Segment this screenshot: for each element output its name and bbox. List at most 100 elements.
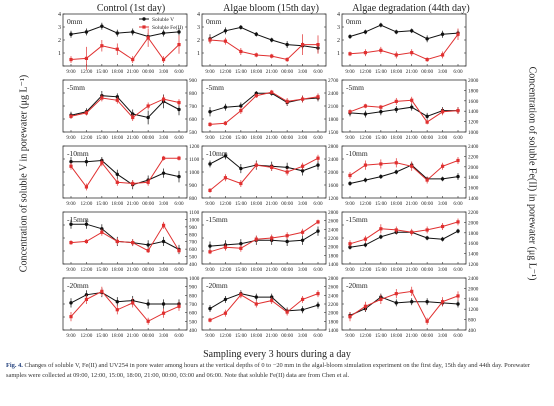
series-soluble-fe-point [316,95,320,99]
x-tick-label: 15:00 [375,267,387,273]
depth-label: 0mm [346,17,362,26]
series-soluble-fe-point [300,297,305,301]
panel-0-2: -10mm 9:00 12:00 15:00 18:00 21:00 00:00 3:00 6:… [62,144,200,207]
x-tick-label: 21:00 [266,201,278,207]
series-soluble-fe-point [69,164,73,168]
series-soluble-fe-line [70,290,180,322]
series-soluble-fe-point [410,164,414,168]
series-soluble-fe-point [425,120,429,124]
series-soluble-fe-point [316,220,320,224]
x-tick-label: 6:00 [453,201,463,207]
series-soluble-v-point [239,166,243,171]
x-tick-label: 9:00 [205,201,215,207]
series-soluble-fe-point [440,164,445,168]
column-title-bloom: Algae bloom (15th day) [223,3,319,14]
series-soluble-v-point [316,163,320,167]
depth-label: 0mm [206,17,222,26]
x-tick-label: 00:00 [421,267,433,273]
right-tick-label: 1800 [328,319,339,325]
series-soluble-fe-point [394,99,398,103]
right-tick-label: 700 [189,104,197,110]
series-soluble-fe-point [146,36,150,40]
depth-label: -5mm [346,83,364,92]
series-soluble-v-line [349,296,459,316]
depth-label: 0mm [67,17,83,26]
x-tick-label: 3:00 [298,201,308,207]
x-tick-label: 15:00 [235,135,247,141]
series-soluble-fe-point [100,161,104,165]
series-soluble-fe-point [348,173,352,178]
series-soluble-fe-line [349,221,459,245]
right-tick-label: 1600 [328,183,339,189]
right-tick-label: 400 [468,328,476,334]
series-soluble-v-line [70,25,180,38]
left-tick-label: 1 [197,51,200,57]
x-tick-label: 15:00 [375,333,387,339]
x-tick-label: 6:00 [174,135,184,141]
series-soluble-v-point [84,30,89,34]
right-tick-label: 900 [189,285,197,291]
series-soluble-v-point [161,31,166,35]
series-soluble-fe-point [223,121,228,125]
right-tick-label: 1800 [328,117,339,123]
series-soluble-fe-point [363,237,368,241]
series-soluble-v-line [71,159,180,186]
series-soluble-fe-point [285,170,289,174]
x-tick-label: 9:00 [345,333,355,339]
series-soluble-fe-point [223,176,228,180]
x-tick-label: 21:00 [127,135,139,141]
right-tick-label: 1800 [468,88,479,94]
right-tick-label: 2800 [328,210,339,216]
x-tick-label: 18:00 [390,135,402,141]
series-soluble-fe-point [348,315,352,319]
x-tick-label: 3:00 [159,333,169,339]
series-soluble-v-point [115,172,119,176]
depth-label: -20mm [206,281,228,290]
series-soluble-fe-point [456,294,460,298]
right-tick-label: 1400 [328,328,339,334]
panel-2-1: -5mm 9:00 12:00 15:00 18:00 21:00 00:00 3:00 6:0… [341,78,479,141]
series-soluble-v-point [363,178,368,182]
series-soluble-fe-point [379,227,383,231]
series-soluble-fe-point [177,249,181,253]
right-tick-label: 1500 [328,130,339,136]
series-soluble-v-point [115,31,119,35]
right-tick-label: 2000 [328,311,339,317]
x-tick-label: 9:00 [345,267,355,273]
series-soluble-fe-point [254,163,258,167]
right-tick-label: 2000 [328,245,339,251]
depth-label: -15mm [206,215,228,224]
right-tick-label: 700 [189,302,197,308]
series-soluble-v-point [285,239,289,244]
depth-label: -5mm [67,83,85,92]
right-tick-label: 1200 [328,196,339,202]
x-tick-label: 15:00 [235,267,247,273]
x-tick-label: 12:00 [360,69,372,75]
series-soluble-v-line [349,106,458,117]
series-soluble-v-point [208,162,212,166]
x-tick-label: 12:00 [81,69,93,75]
series-soluble-fe-point [223,311,228,315]
series-soluble-v-line [209,92,319,113]
series-soluble-v-point [440,237,445,241]
series-soluble-v-point [379,110,383,114]
series-soluble-fe-point [161,223,166,227]
right-tick-label: 2200 [468,210,479,216]
x-tick-label: 21:00 [127,267,139,273]
x-tick-label: 00:00 [142,267,154,273]
series-soluble-fe-line [209,91,319,125]
series-soluble-v-point [425,300,429,304]
series-soluble-v-point [177,30,181,34]
x-tick-label: 12:00 [81,267,93,273]
series-soluble-fe-point [410,230,414,234]
panel-1-4: -20mm 9:00 12:00 15:00 18:00 21:00 00:00 3:00 6:… [201,276,339,339]
panel-0-1: -5mm 9:00 12:00 15:00 18:00 21:00 00:00 3:00 6:0… [62,78,197,141]
x-tick-label: 15:00 [375,135,387,141]
x-tick-label: 00:00 [142,135,154,141]
x-tick-label: 12:00 [360,201,372,207]
series-soluble-fe-point [254,94,258,98]
x-tick-label: 6:00 [453,135,463,141]
x-tick-label: 00:00 [281,135,293,141]
series-soluble-fe-point [115,308,119,312]
series-soluble-v-point [379,174,383,179]
